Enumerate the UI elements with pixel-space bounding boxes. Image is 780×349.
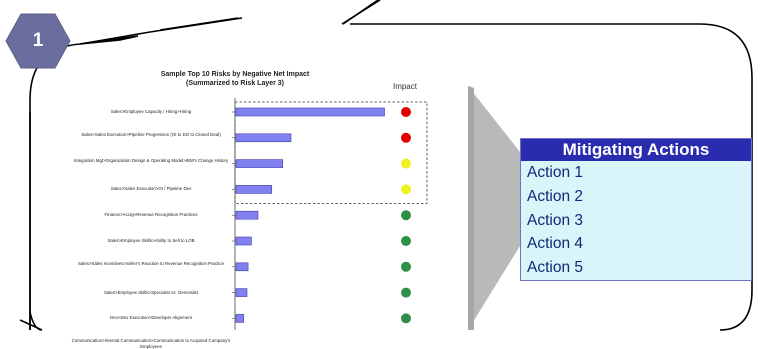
bar-1: [235, 107, 385, 117]
y-tick-label: Communication>Internal Communication>Com…: [71, 338, 231, 349]
impact-dot-4: [401, 184, 411, 195]
y-tick-label: Finance>Acctg>Revenue Recognition Practi…: [104, 212, 198, 218]
y-tick-label: Sales>Sales Execution>Pipeline Progressi…: [81, 131, 221, 137]
impact-dot-5: [401, 210, 411, 221]
arrow-shape: [468, 86, 520, 330]
action-item: Action 5: [521, 256, 751, 280]
action-item: Action 1: [521, 161, 751, 185]
mitigating-actions-header: Mitigating Actions: [521, 139, 751, 161]
bar-6: [235, 236, 252, 246]
impact-dot-2: [401, 132, 411, 143]
chart-title: Sample Top 10 Risks by Negative Net Impa…: [160, 71, 310, 87]
action-item: Action 3: [521, 208, 751, 233]
impact-dot-9: [401, 313, 411, 324]
impact-dot-7: [401, 261, 411, 272]
action-item: Action 4: [521, 232, 751, 257]
risk-bar-chart: [232, 98, 428, 330]
y-tick-label: Sales>Employee Skills>Ability to Sell to…: [107, 238, 195, 243]
step-badge: [5, 13, 71, 69]
y-tick-label: Sales>Employee Capacity / Hiring>Hiring: [110, 109, 192, 114]
bar-9: [235, 314, 244, 323]
y-tick-label: Dev>Dev Execution>Developer Alignment: [110, 315, 192, 321]
bar-4: [235, 185, 273, 194]
y-tick-label: Integration Mgt>Organization Design & Op…: [73, 157, 229, 163]
step-number: 1: [32, 30, 44, 51]
bar-2: [235, 133, 292, 143]
impact-dot-3: [401, 158, 411, 169]
mitigating-actions-table: Mitigating Actions Action 1 Action 2 Actio…: [520, 138, 752, 281]
y-tick-label: Sales>Sales Execution>OI / Pipeline Dev: [110, 186, 192, 192]
bar-3: [235, 159, 284, 168]
bar-8: [235, 288, 248, 297]
impact-dot-6: [401, 236, 411, 246]
y-tick-label: Sales>Employee Skills>Specialist vs. Gen…: [104, 289, 198, 295]
action-item: Action 2: [521, 184, 751, 209]
y-tick-label: Sales>Sales Incentives>Seller's Reaction…: [77, 260, 225, 266]
bar-7: [235, 262, 249, 272]
impact-header: Impact: [393, 82, 418, 91]
bar-5: [235, 210, 259, 220]
impact-dot-1: [401, 107, 411, 117]
impact-dot-8: [401, 287, 411, 298]
